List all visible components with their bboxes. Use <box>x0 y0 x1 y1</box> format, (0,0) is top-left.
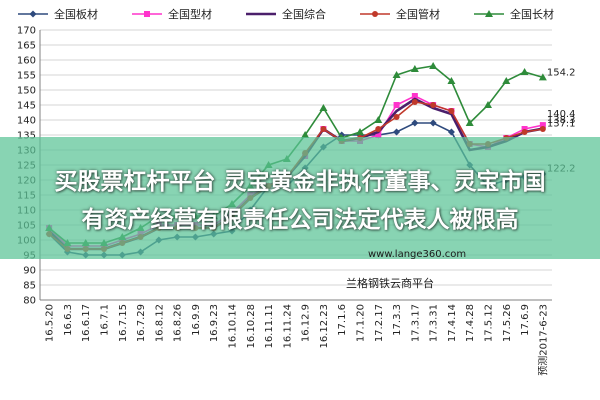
data-point <box>356 128 364 135</box>
x-tick-label: 16.7.15 <box>118 304 129 342</box>
data-point <box>372 11 378 17</box>
data-point <box>447 128 455 136</box>
data-point <box>411 93 418 99</box>
data-point <box>538 73 547 81</box>
data-point <box>521 129 528 135</box>
y-tick-label: 160 <box>17 56 36 67</box>
watermark-url: www.lange360.com <box>368 249 467 260</box>
x-tick-label: 16.12.9 <box>301 304 312 342</box>
headline-banner <box>0 137 600 259</box>
data-point <box>411 99 418 105</box>
y-tick-label: 155 <box>17 71 36 82</box>
end-value-label: 154.2 <box>547 67 576 78</box>
x-tick-label: 17.3.31 <box>429 304 440 342</box>
x-tick-label: 16.9.9 <box>191 304 202 336</box>
data-point <box>393 114 400 120</box>
legend-label: 全国综合 <box>282 7 326 21</box>
legend-item: 全国型材 <box>132 7 212 21</box>
data-point <box>485 10 493 17</box>
x-tick-label: 17.1.6 <box>337 304 348 336</box>
data-point <box>144 11 150 17</box>
y-tick-label: 80 <box>23 296 36 307</box>
x-tick-label: 17.3.17 <box>410 304 421 342</box>
data-point <box>320 126 327 132</box>
y-tick-label: 140 <box>17 116 36 127</box>
x-tick-label: 17.4.28 <box>465 304 476 342</box>
data-point <box>375 132 382 138</box>
x-tick-label: 16.9.23 <box>209 304 220 342</box>
data-point <box>539 122 546 129</box>
headline-line-1: 买股票杠杆平台 灵宝黄金非执行董事、灵宝市国 <box>54 169 546 195</box>
x-tick-label: 16.5.20 <box>45 304 56 342</box>
x-tick-label: 16.11.11 <box>264 304 275 349</box>
end-value-label: 137.1 <box>547 119 576 130</box>
data-point <box>502 77 511 84</box>
x-tick-label: 16.10.14 <box>228 304 239 349</box>
y-tick-label: 145 <box>17 101 36 112</box>
y-tick-label: 135 <box>17 131 36 142</box>
data-point <box>374 116 383 123</box>
x-tick-label: 16.7.1 <box>100 304 111 336</box>
data-point <box>393 128 401 136</box>
legend-label: 全国板材 <box>54 7 98 21</box>
data-point <box>539 126 546 132</box>
data-point <box>429 119 437 127</box>
y-tick-label: 150 <box>17 86 36 97</box>
y-tick-label: 85 <box>23 281 36 292</box>
data-point <box>430 102 437 108</box>
platform-label: 兰格钢铁云商平台 <box>346 277 434 290</box>
x-tick-label: 17.5.26 <box>502 304 513 342</box>
headline-line-2: 有资产经营有限责任公司法定代表人被限高 <box>81 207 519 233</box>
legend-label: 全国型材 <box>168 7 212 21</box>
x-tick-label: 17.5.12 <box>484 304 495 342</box>
x-tick-label: 16.6.17 <box>81 304 92 342</box>
x-tick-label: 17.1.20 <box>356 304 367 342</box>
x-axis-ticks: 16.5.20 16.6.3 16.6.17 16.7.1 16.7.15 16.7.29… <box>45 304 550 376</box>
legend-label: 全国长材 <box>510 7 554 21</box>
y-tick-label: 90 <box>23 266 36 277</box>
x-tick-label: 16.11.24 <box>282 304 293 349</box>
data-point <box>411 119 419 127</box>
x-tick-label: 16.8.12 <box>154 304 165 342</box>
legend-item: 全国长材 <box>474 7 554 21</box>
data-point <box>319 104 328 111</box>
legend-item: 全国综合 <box>246 7 326 21</box>
x-tick-label: 16.8.26 <box>173 304 184 342</box>
legend-item: 全国板材 <box>18 7 98 21</box>
x-tick-label: 17.2.17 <box>374 304 385 342</box>
data-point <box>301 131 310 138</box>
data-point <box>520 68 529 75</box>
x-tick-label: 17.4.14 <box>447 304 458 342</box>
data-point <box>448 108 455 114</box>
x-tick-label: 17.6.9 <box>520 304 531 336</box>
x-tick-label: 16.6.3 <box>63 304 74 336</box>
y-tick-label: 165 <box>17 41 36 52</box>
data-point <box>393 102 400 108</box>
legend: 全国板材 全国型材 全国综合 全国管材 全国长材 <box>18 7 554 21</box>
data-point <box>447 77 456 84</box>
y-tick-label: 170 <box>17 26 36 37</box>
legend-item: 全国管材 <box>360 7 440 21</box>
x-tick-label: 预测2017-6-23 <box>536 304 549 376</box>
x-tick-label: 16.12.23 <box>319 304 330 349</box>
x-tick-label: 16.10.28 <box>246 304 257 349</box>
x-tick-label: 16.7.29 <box>136 304 147 342</box>
data-point <box>392 71 401 78</box>
data-point <box>410 65 419 72</box>
x-tick-label: 17.3.3 <box>392 304 403 336</box>
end-value-label: 138.3 <box>547 115 576 126</box>
data-point <box>375 126 382 132</box>
data-point <box>29 10 37 18</box>
end-value-label: 140.4 <box>547 109 576 120</box>
legend-label: 全国管材 <box>396 7 440 21</box>
data-point <box>484 101 492 108</box>
data-point <box>429 62 438 69</box>
data-point <box>465 119 474 126</box>
